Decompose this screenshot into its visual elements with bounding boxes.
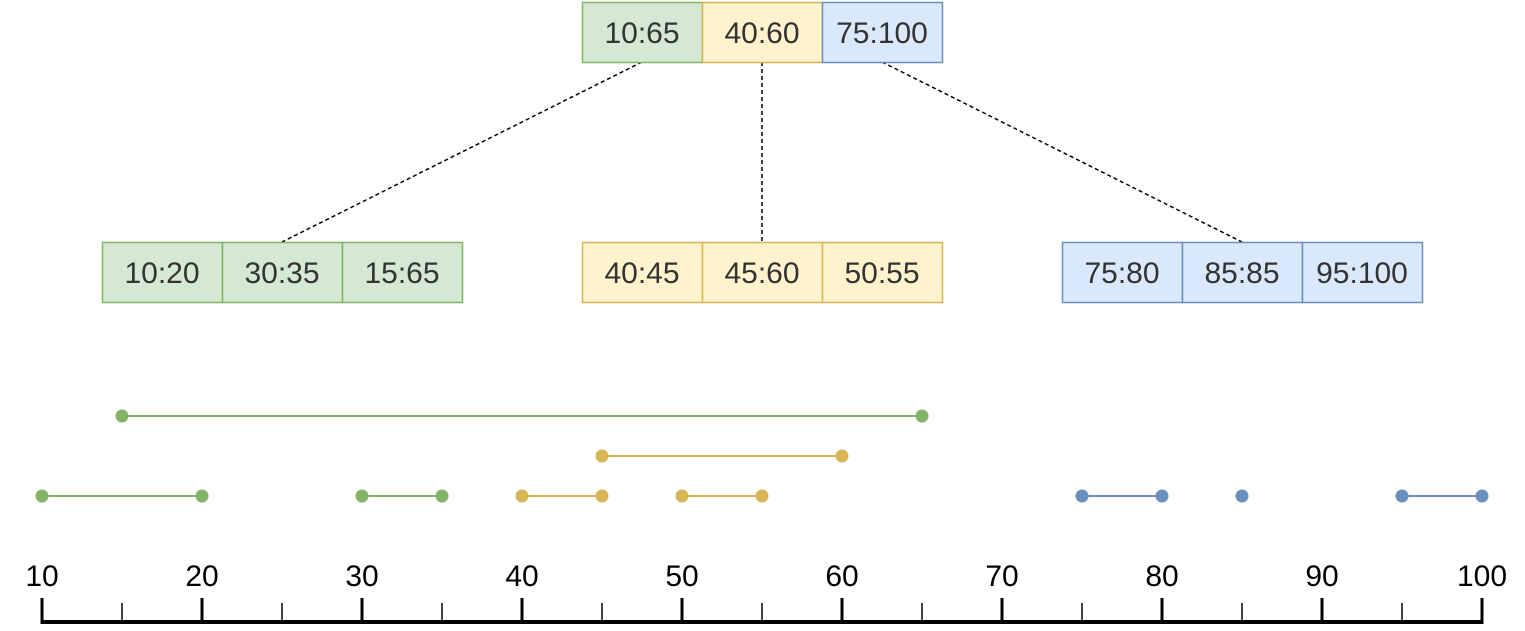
root-cell-3 <box>821 1 944 64</box>
root-cell-label: 40:60 <box>724 17 799 50</box>
child-cell-label: 15:65 <box>364 257 439 290</box>
interval-end-point <box>1475 489 1489 503</box>
interval-start-point <box>1395 489 1409 503</box>
number-axis: 10 20 30 40 50 60 70 80 90 100 <box>25 560 1507 624</box>
tick-label: 100 <box>1457 560 1507 593</box>
root-cell-label: 10:65 <box>604 17 679 50</box>
interval-end-point <box>595 489 609 503</box>
tick-label: 20 <box>185 560 218 593</box>
child-cell-label: 50:55 <box>844 257 919 290</box>
interval-end-point <box>835 449 849 463</box>
child-cell-label: 10:20 <box>124 257 199 290</box>
interval-end-point <box>755 489 769 503</box>
interval-lines <box>35 409 1489 503</box>
root-cell-label: 75:100 <box>836 17 928 50</box>
interval-start-point <box>675 489 689 503</box>
tick-label: 50 <box>665 560 698 593</box>
interval-start-point <box>115 409 129 423</box>
child-cell-label: 95:100 <box>1316 257 1408 290</box>
tick-label: 60 <box>825 560 858 593</box>
child-cell-label: 45:60 <box>724 257 799 290</box>
tree-connectors <box>281 61 1243 243</box>
child-node-3-cell-1 <box>1061 241 1184 304</box>
child-cell-label: 40:45 <box>604 257 679 290</box>
root-node: 10:65 40:60 75:100 <box>581 1 944 64</box>
interval-end-point <box>1155 489 1169 503</box>
interval-start-point <box>1075 489 1089 503</box>
root-cell-2 <box>701 1 824 64</box>
root-cell-1 <box>581 1 704 64</box>
interval-start-point <box>35 489 49 503</box>
tick-label: 80 <box>1145 560 1178 593</box>
tick-label: 70 <box>985 560 1018 593</box>
child-cell-label: 75:80 <box>1084 257 1159 290</box>
tick-label: 90 <box>1305 560 1338 593</box>
child-nodes: 10:20 30:35 15:65 40:45 45:60 50:55 75:80 85:85… <box>101 241 1424 304</box>
interval-start-point <box>1235 489 1249 503</box>
child-cell-label: 85:85 <box>1204 257 1279 290</box>
child-node-2-cell-2 <box>701 241 824 304</box>
tick-label: 10 <box>25 560 58 593</box>
interval-end-point <box>195 489 209 503</box>
interval-end-point <box>435 489 449 503</box>
interval-end-point <box>915 409 929 423</box>
tick-label: 40 <box>505 560 538 593</box>
interval-start-point <box>515 489 529 503</box>
tick-label: 30 <box>345 560 378 593</box>
interval-start-point <box>595 449 609 463</box>
connector-line-3 <box>881 61 1243 243</box>
child-node-3-cell-3 <box>1301 241 1424 304</box>
connector-line-1 <box>281 61 643 243</box>
child-node-1-cell-1 <box>101 241 224 304</box>
child-cell-label: 30:35 <box>244 257 319 290</box>
child-node-1-cell-3 <box>341 241 464 304</box>
child-node-2-cell-3 <box>821 241 944 304</box>
interval-start-point <box>355 489 369 503</box>
